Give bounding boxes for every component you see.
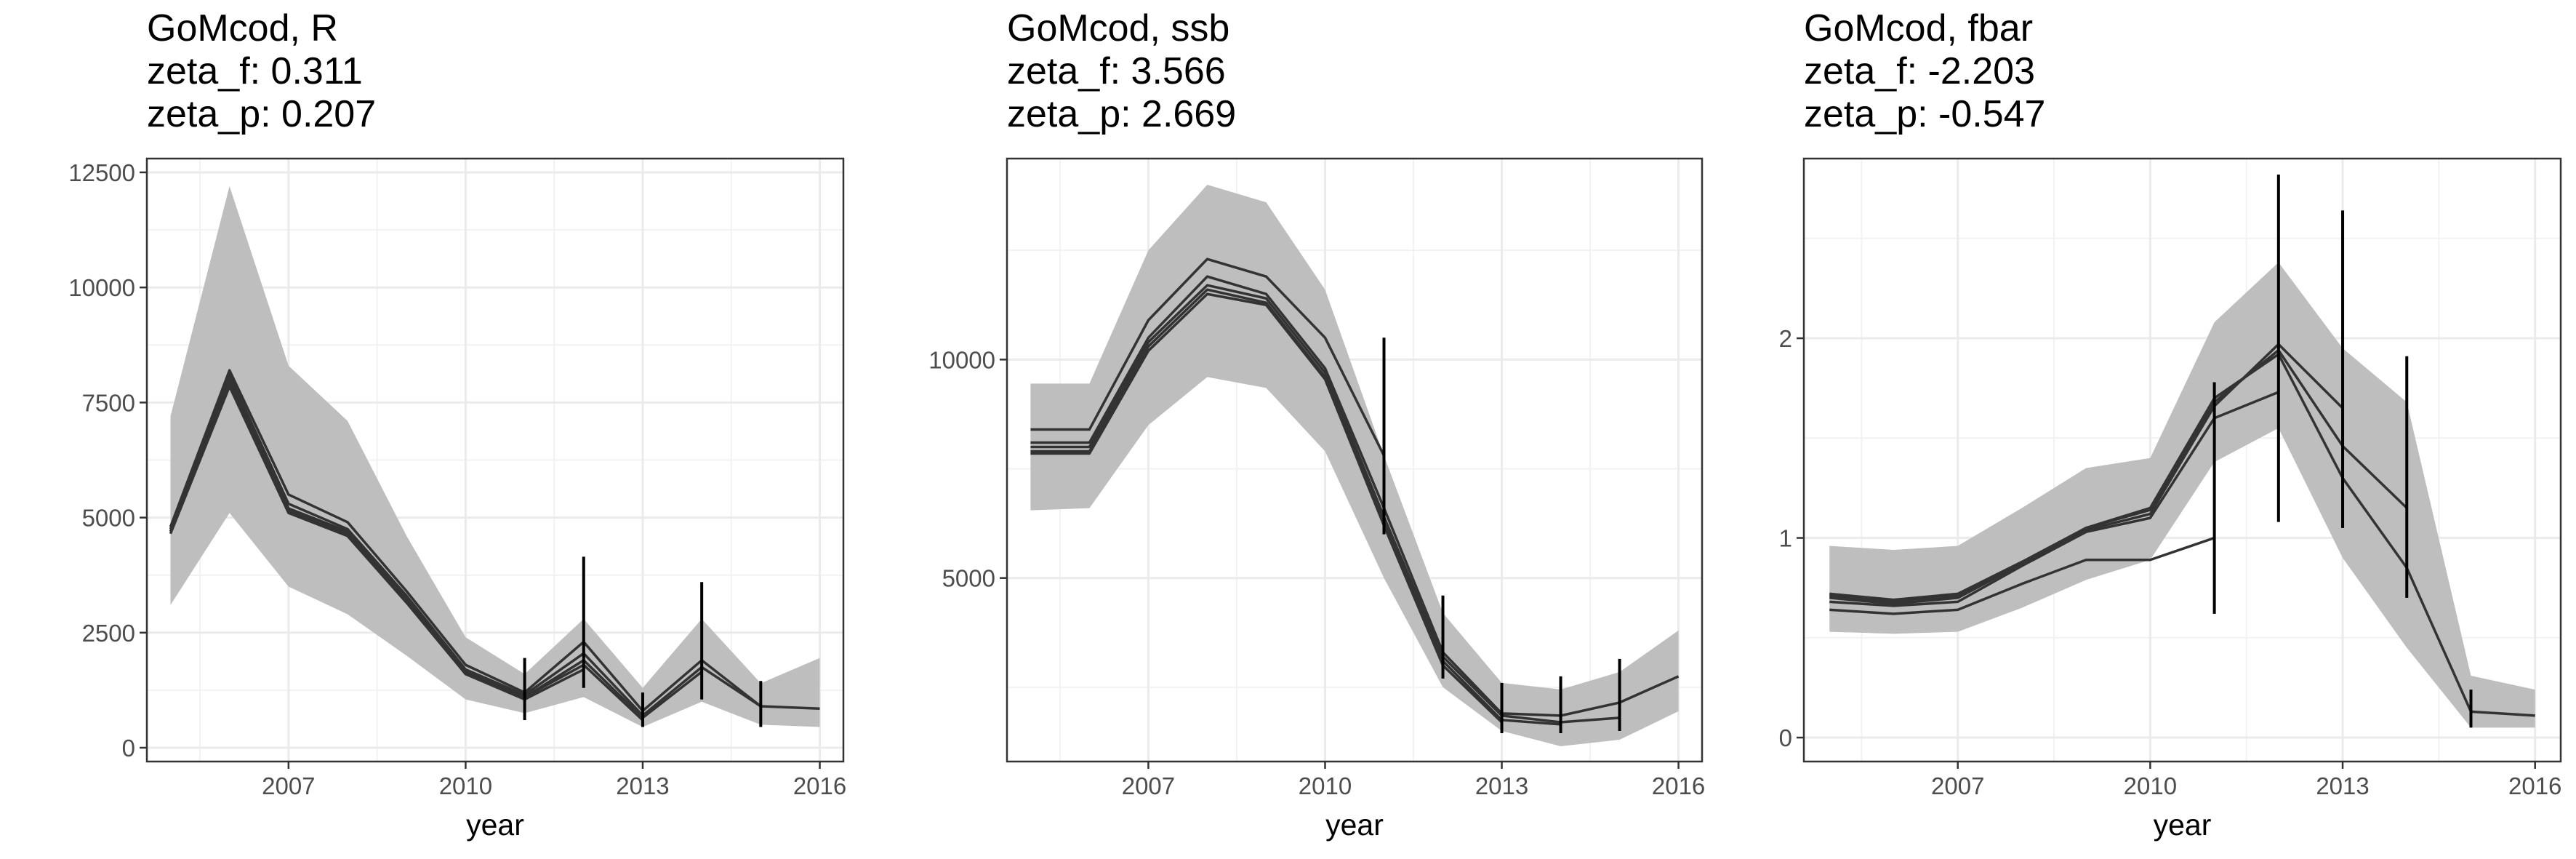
title-line-3: zeta_p: 0.207 [147,93,377,135]
plot-border [1802,157,2562,763]
x-axis-label: year [466,808,524,842]
confidence-ribbon [1829,262,2535,728]
y-tick-label: 0 [1779,724,1792,751]
series-line [1030,275,1680,717]
series-line [1030,284,1620,724]
title-line-1: GoMcod, ssb [1007,7,1230,49]
title-line-3: zeta_p: 2.669 [1007,93,1237,135]
y-tick-label: 7500 [82,389,135,416]
series-line [169,369,820,713]
title-line-2: zeta_f: -2.203 [1804,50,2035,92]
series-line [1030,288,1561,726]
title-line-2: zeta_f: 3.566 [1007,50,1226,92]
x-tick-label: 2016 [2508,772,2561,799]
confidence-ribbon [170,185,820,727]
y-tick-label: 5000 [82,505,135,532]
title-line-3: zeta_p: -0.547 [1804,93,2046,135]
x-axis-label: year [2154,808,2212,842]
chart-svg: 2007 2010 2013 2016 0 2500 5000 7500 10000 12500 y… [68,157,846,842]
x-tick-label: 2010 [1299,772,1352,799]
y-tick-label: 0 [122,735,135,762]
series-line [1829,353,2535,717]
panel-title: GoMcod, R zeta_f: 0.311 zeta_p: 0.207 [147,7,376,136]
y-tick-label: 2 [1779,325,1792,352]
x-axis-label: year [1325,808,1384,842]
y-tick-label: 10000 [928,346,995,373]
series-line [1829,391,2279,607]
panel-title: GoMcod, ssb zeta_f: 3.566 zeta_p: 2.669 [1007,7,1236,136]
panel-recruitment: GoMcod, R zeta_f: 0.311 zeta_p: 0.207 20… [0,0,859,859]
y-tick-label: 2500 [82,620,135,647]
x-tick-label: 2013 [1475,772,1528,799]
confidence-ribbon [1030,185,1679,746]
series-line [1829,536,2215,615]
x-tick-label: 2016 [1652,772,1705,799]
y-tick-label: 10000 [68,274,135,301]
y-tick-label: 1 [1779,525,1792,552]
x-tick-label: 2016 [793,772,846,799]
series-line [1030,257,1386,457]
title-line-1: GoMcod, fbar [1804,7,2034,49]
grid [1804,159,2561,762]
x-tick-label: 2010 [2124,772,2177,799]
chart-svg: 2007 2010 2013 2016 0 1 2 year [1779,157,2562,842]
series-line [169,373,762,717]
panel-ssb: GoMcod, ssb zeta_f: 3.566 zeta_p: 2.669 … [859,0,1717,859]
x-tick-label: 2013 [616,772,669,799]
plot-border [1006,157,1704,763]
title-line-2: zeta_f: 0.311 [147,50,363,92]
x-tick-label: 2007 [1931,772,1984,799]
panel-fbar: GoMcod, fbar zeta_f: -2.203 zeta_p: -0.5… [1717,0,2576,859]
title-line-1: GoMcod, R [147,7,338,49]
plot-border [145,157,845,763]
x-tick-label: 2013 [2316,772,2369,799]
x-tick-label: 2007 [262,772,315,799]
series-line [169,385,585,701]
x-tick-label: 2010 [439,772,492,799]
series-line [169,378,703,719]
y-tick-label: 5000 [942,565,995,592]
y-tick-label: 12500 [68,159,135,186]
panel-title: GoMcod, fbar zeta_f: -2.203 zeta_p: -0.5… [1804,7,2045,136]
series-line [1829,343,2344,605]
series-line [1030,292,1503,724]
x-tick-label: 2007 [1122,772,1175,799]
chart-svg: 2007 2010 2013 2016 5000 10000 year [928,157,1705,842]
